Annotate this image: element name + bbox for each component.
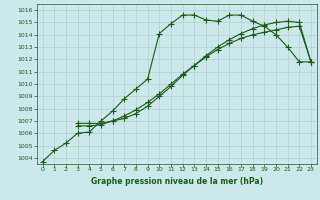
X-axis label: Graphe pression niveau de la mer (hPa): Graphe pression niveau de la mer (hPa) [91, 177, 263, 186]
